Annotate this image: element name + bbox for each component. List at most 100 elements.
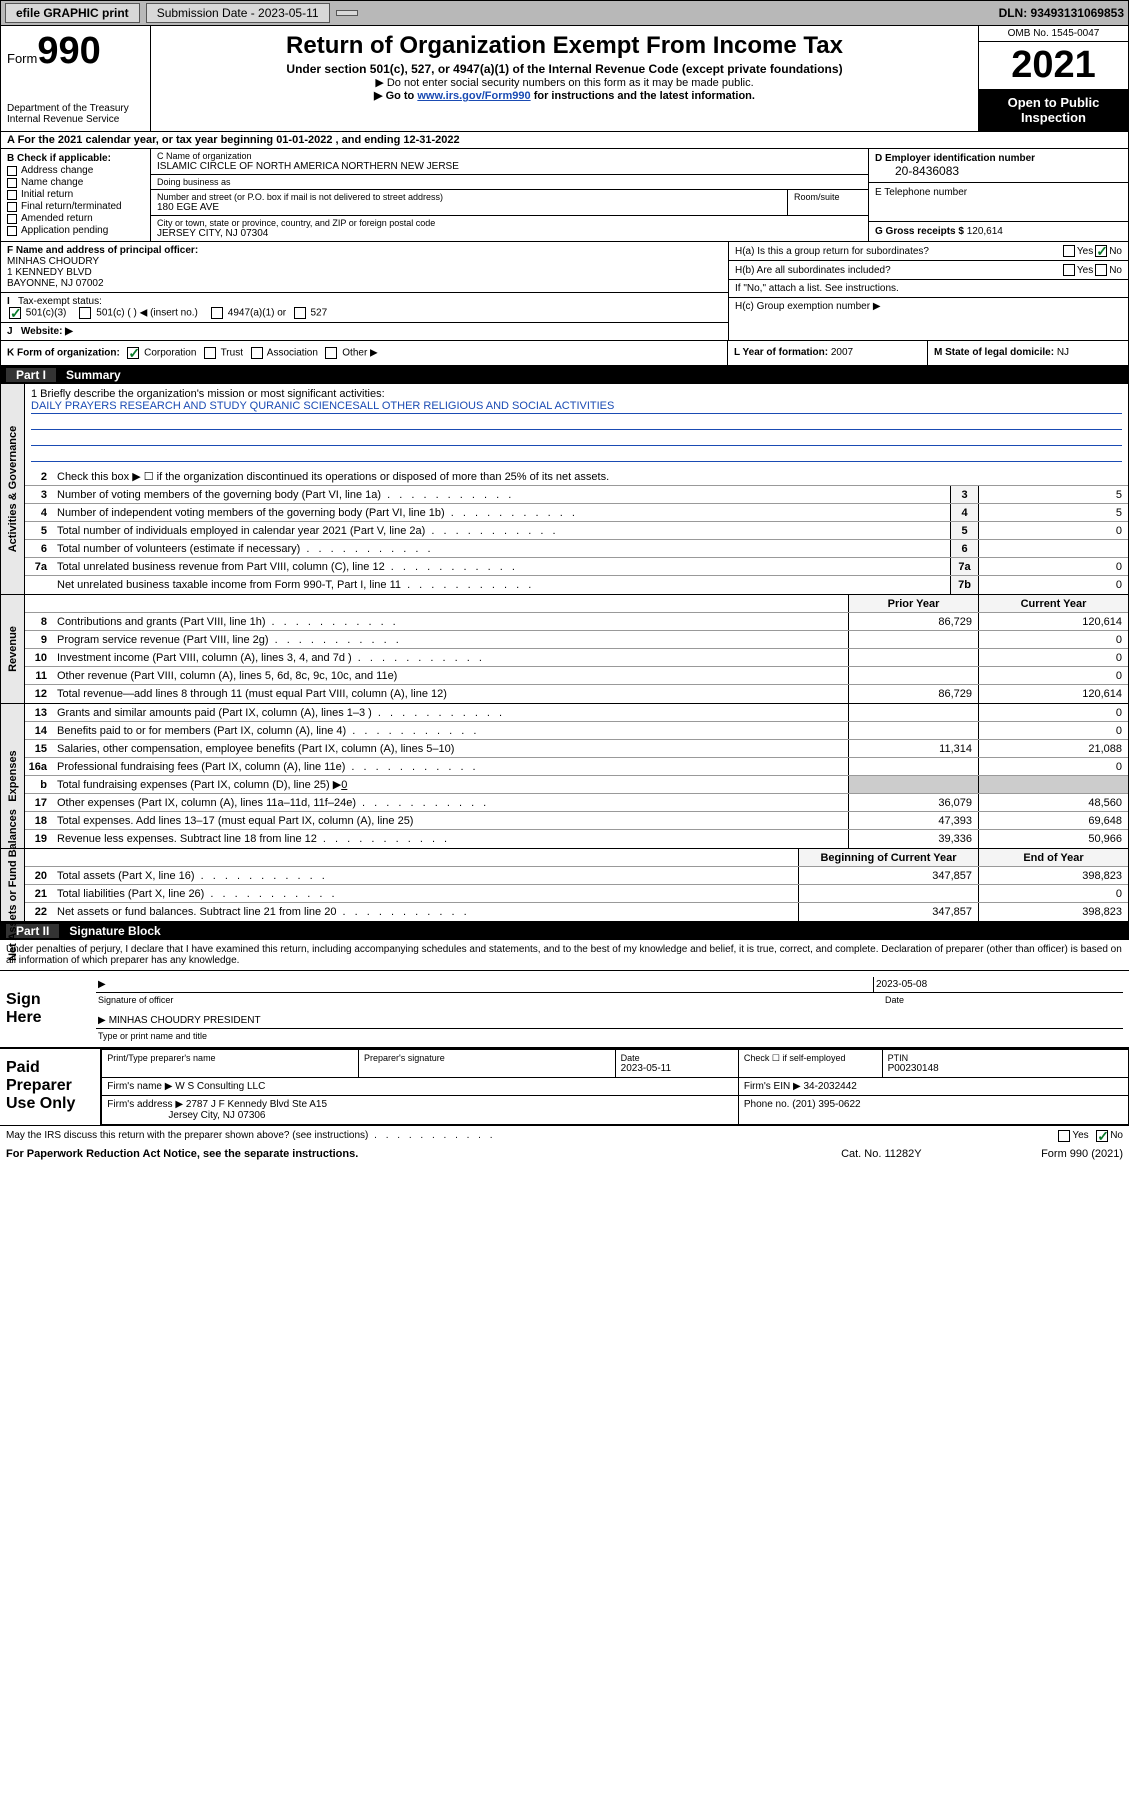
chk-address-change[interactable]	[7, 166, 17, 176]
chk-trust[interactable]	[204, 347, 216, 359]
line-19: Revenue less expenses. Subtract line 18 …	[53, 831, 848, 847]
chk-application-pending[interactable]	[7, 226, 17, 236]
line-5: Total number of individuals employed in …	[53, 523, 950, 539]
p16a	[848, 758, 978, 775]
m-label: M State of legal domicile:	[934, 347, 1054, 358]
subtitle-2: ▶ Do not enter social security numbers o…	[159, 76, 970, 89]
b-label: B Check if applicable:	[7, 153, 144, 164]
efile-print-button[interactable]: efile GRAPHIC print	[5, 3, 140, 23]
line-17: Other expenses (Part IX, column (A), lin…	[53, 795, 848, 811]
discuss-no: No	[1110, 1130, 1123, 1142]
subtitle-1: Under section 501(c), 527, or 4947(a)(1)…	[159, 62, 970, 76]
pp-h3: Date	[621, 1053, 733, 1063]
c-dba-label: Doing business as	[157, 177, 862, 187]
e20: 398,823	[978, 867, 1128, 884]
chk-4947[interactable]	[211, 307, 223, 319]
c8: 120,614	[978, 613, 1128, 630]
p13	[848, 704, 978, 721]
line-3: Number of voting members of the governin…	[53, 487, 950, 503]
officer-addr2: BAYONNE, NJ 07002	[7, 278, 722, 289]
chk-corporation[interactable]	[127, 347, 139, 359]
k-opt-3: Other ▶	[342, 348, 377, 359]
p8: 86,729	[848, 613, 978, 630]
chk-hb-no[interactable]	[1095, 264, 1107, 276]
sign-here: Sign Here 2023-05-08 Signature of office…	[0, 971, 1129, 1049]
b-item-1: Name change	[21, 177, 83, 188]
hdr-current: Current Year	[978, 595, 1128, 612]
line-11: Other revenue (Part VIII, column (A), li…	[53, 668, 848, 684]
goto-prefix: ▶ Go to	[374, 90, 417, 102]
pra-notice: For Paperwork Reduction Act Notice, see …	[6, 1148, 841, 1160]
c-room-label: Room/suite	[794, 192, 862, 202]
c-name-label: C Name of organization	[157, 151, 862, 161]
hdr-beginning: Beginning of Current Year	[798, 849, 978, 866]
pp-h5: PTIN	[888, 1053, 1123, 1063]
chk-501c[interactable]	[79, 307, 91, 319]
chk-other[interactable]	[325, 347, 337, 359]
b22: 347,857	[798, 903, 978, 921]
vtab-expenses: Expenses	[7, 750, 19, 801]
chk-discuss-yes[interactable]	[1058, 1130, 1070, 1142]
chk-527[interactable]	[294, 307, 306, 319]
chk-501c3[interactable]	[9, 307, 21, 319]
c19: 50,966	[978, 830, 1128, 848]
j-label: J	[7, 326, 13, 337]
officer-signature[interactable]	[96, 977, 873, 992]
form-title: Return of Organization Exempt From Incom…	[159, 32, 970, 60]
tax-exempt-label: Tax-exempt status:	[18, 296, 102, 307]
line-21: Total liabilities (Part X, line 26)	[53, 886, 798, 902]
pp-h1: Print/Type preparer's name	[107, 1053, 353, 1063]
k-label: K Form of organization:	[7, 348, 120, 359]
pp-ptin: P00230148	[888, 1063, 1123, 1074]
chk-hb-yes[interactable]	[1063, 264, 1075, 276]
section-bcdeg: B Check if applicable: Address change Na…	[0, 149, 1129, 242]
section-a: A For the 2021 calendar year, or tax yea…	[0, 132, 1129, 149]
pp-h2: Preparer's signature	[364, 1053, 610, 1063]
website-label: Website: ▶	[21, 326, 73, 337]
dln: DLN: 93493131069853	[999, 6, 1124, 20]
val-7a: 0	[978, 558, 1128, 575]
i-opt-2: 4947(a)(1) or	[228, 308, 286, 319]
line-12: Total revenue—add lines 8 through 11 (mu…	[53, 686, 848, 702]
b-item-3: Final return/terminated	[21, 201, 122, 212]
ha-yes: Yes	[1077, 246, 1093, 257]
blank-slot	[336, 10, 358, 16]
penalty-statement: Under penalties of perjury, I declare th…	[0, 940, 1129, 971]
instructions-link[interactable]: www.irs.gov/Form990	[417, 90, 530, 102]
b-item-2: Initial return	[21, 189, 73, 200]
chk-discuss-no[interactable]	[1096, 1130, 1108, 1142]
chk-ha-no[interactable]	[1095, 245, 1107, 257]
goto-suffix: for instructions and the latest informat…	[531, 90, 755, 102]
footer-bottom: For Paperwork Reduction Act Notice, see …	[0, 1146, 1129, 1162]
officer-name-title: MINHAS CHOUDRY PRESIDENT	[96, 1013, 1123, 1028]
chk-name-change[interactable]	[7, 178, 17, 188]
vtab-governance: Activities & Governance	[7, 426, 19, 553]
chk-initial-return[interactable]	[7, 190, 17, 200]
form-number: 990	[37, 30, 100, 72]
cat-no: Cat. No. 11282Y	[841, 1148, 1041, 1160]
p15: 11,314	[848, 740, 978, 757]
l-label: L Year of formation:	[734, 347, 828, 358]
hdr-prior: Prior Year	[848, 595, 978, 612]
part1-title: Summary	[66, 368, 121, 382]
section-net-assets: Net Assets or Fund Balances Beginning of…	[0, 849, 1129, 922]
line-2: Check this box ▶ ☐ if the organization d…	[53, 468, 1128, 485]
submission-date: Submission Date - 2023-05-11	[146, 3, 330, 23]
c17: 48,560	[978, 794, 1128, 811]
line-20: Total assets (Part X, line 16)	[53, 868, 798, 884]
e21: 0	[978, 885, 1128, 902]
p12: 86,729	[848, 685, 978, 703]
c9: 0	[978, 631, 1128, 648]
pp-date: 2023-05-11	[621, 1063, 733, 1074]
pp-h4: Check ☐ if self-employed	[744, 1053, 877, 1064]
chk-amended-return[interactable]	[7, 214, 17, 224]
b20: 347,857	[798, 867, 978, 884]
d-label: D Employer identification number	[875, 153, 1122, 164]
part2-header: Part II Signature Block	[0, 922, 1129, 940]
chk-final-return[interactable]	[7, 202, 17, 212]
chk-ha-yes[interactable]	[1063, 245, 1075, 257]
discuss-yes: Yes	[1072, 1130, 1088, 1142]
p14	[848, 722, 978, 739]
chk-association[interactable]	[251, 347, 263, 359]
p16b	[848, 776, 978, 793]
